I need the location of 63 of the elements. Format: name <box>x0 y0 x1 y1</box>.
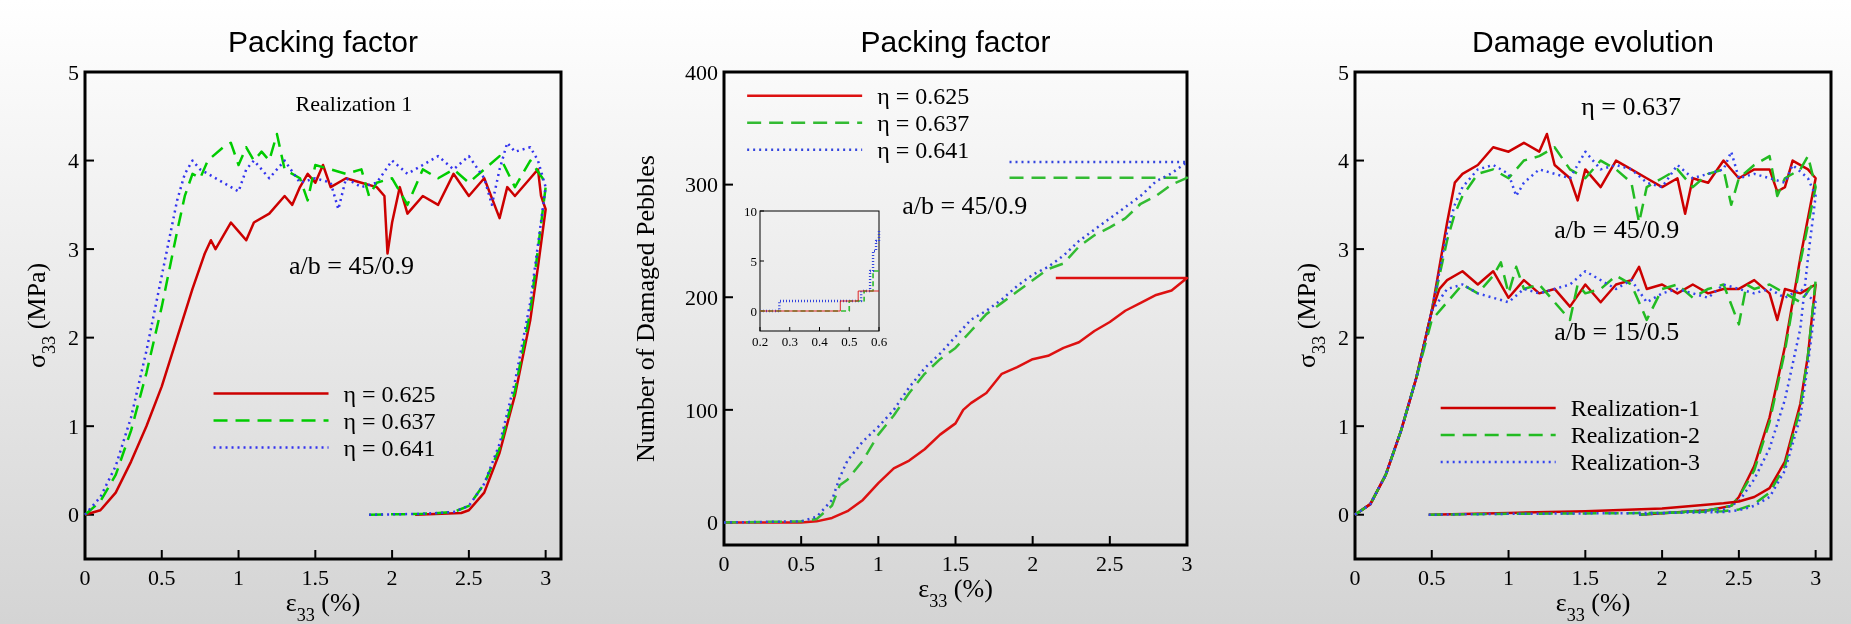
legend-label: η = 0.625 <box>877 83 970 110</box>
y-tick-label: 4 <box>1338 148 1349 174</box>
annotation: a/b = 45/0.9 <box>1554 214 1680 244</box>
x-tick-label: 3 <box>1810 565 1822 590</box>
x-tick-label: 2 <box>1656 565 1668 590</box>
x-tick-label: 0.6 <box>870 334 888 349</box>
legend-label: η = 0.637 <box>877 110 970 137</box>
y-tick-label: 3 <box>68 236 79 262</box>
y-tick-label: 3 <box>1338 236 1349 262</box>
x-tick-label: 0.2 <box>751 334 769 349</box>
legend-label: Realization-1 <box>1570 395 1700 422</box>
y-tick-label: 5 <box>750 253 757 269</box>
y-tick-label: 5 <box>68 59 79 85</box>
x-axis-title: ε$_{33}$ (%) <box>285 588 361 624</box>
x-tick-label: 2.5 <box>1096 551 1124 576</box>
x-tick-label: 0.4 <box>811 334 829 349</box>
x-tick-label: 1 <box>872 551 884 576</box>
x-tick-label: 1 <box>1503 565 1515 590</box>
x-tick-label: 1.5 <box>1571 565 1600 590</box>
x-tick-label: 0.3 <box>781 334 798 349</box>
x-tick-label: 0.5 <box>148 565 176 590</box>
chart-title: Packing factor <box>860 25 1051 58</box>
legend-label: Realization-3 <box>1570 449 1700 476</box>
legend-label: η = 0.625 <box>343 380 436 407</box>
chart-title: Damage evolution <box>1472 25 1714 58</box>
x-tick-label: 1.5 <box>941 551 970 576</box>
y-axis-title: Number of Damaged Pebbles <box>631 155 660 462</box>
y-tick-label: 1 <box>1338 413 1349 439</box>
annotation: η = 0.637 <box>1581 91 1681 121</box>
y-tick-label: 0 <box>1338 502 1349 528</box>
y-tick-label: 300 <box>685 172 718 198</box>
x-tick-label: 2.5 <box>455 565 483 590</box>
x-tick-label: 0.5 <box>787 551 815 576</box>
legend-label: η = 0.637 <box>343 407 436 434</box>
x-tick-label: 2 <box>386 565 398 590</box>
x-tick-label: 1 <box>233 565 245 590</box>
y-tick-label: 1 <box>68 413 79 439</box>
y-tick-label: 100 <box>685 397 718 423</box>
annotation: a/b = 45/0.9 <box>288 251 415 281</box>
y-tick-label: 0 <box>750 303 757 319</box>
x-tick-label: 2.5 <box>1725 565 1753 590</box>
y-tick-label: 5 <box>1338 59 1349 85</box>
y-tick-label: 0 <box>68 502 79 528</box>
y-tick-label: 0 <box>707 510 718 536</box>
annotation: a/b = 45/0.9 <box>902 190 1028 220</box>
x-axis-title: ε$_{33}$ (%) <box>1555 588 1631 624</box>
y-tick-label: 200 <box>685 284 718 310</box>
annotation: Realization 1 <box>295 90 413 116</box>
y-tick-label: 400 <box>685 59 718 85</box>
legend-label: η = 0.641 <box>343 434 436 461</box>
annotation: a/b = 15/0.5 <box>1554 316 1680 346</box>
y-tick-label: 10 <box>744 203 757 219</box>
x-tick-label: 2 <box>1027 551 1039 576</box>
legend-label: Realization-2 <box>1570 422 1700 449</box>
x-tick-label: 1.5 <box>301 565 330 590</box>
x-tick-label: 3 <box>1181 551 1193 576</box>
x-tick-label: 0.5 <box>841 334 858 349</box>
chart-title: Packing factor <box>227 25 419 58</box>
y-tick-label: 4 <box>68 148 79 174</box>
legend-label: η = 0.641 <box>877 137 970 164</box>
x-axis-title: ε$_{33}$ (%) <box>918 574 993 611</box>
x-tick-label: 3 <box>540 565 552 590</box>
x-tick-label: 0.5 <box>1418 565 1446 590</box>
